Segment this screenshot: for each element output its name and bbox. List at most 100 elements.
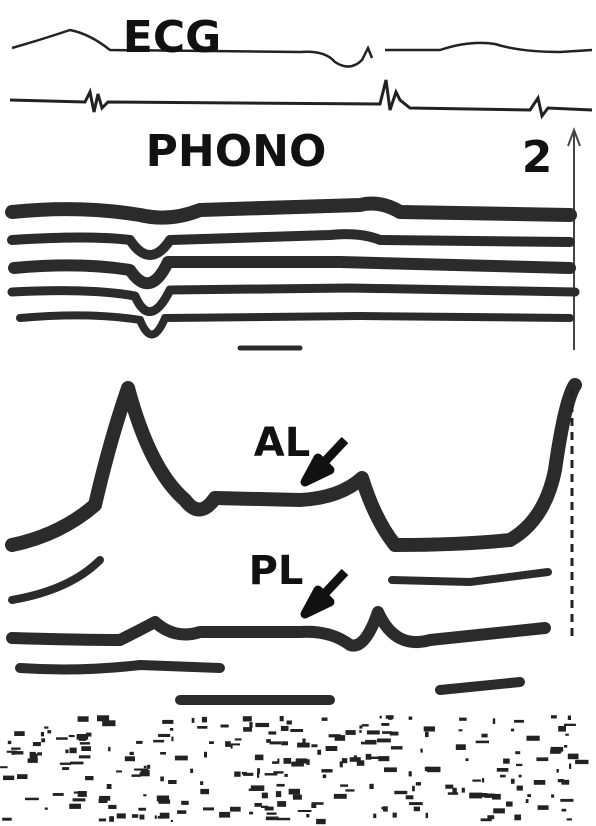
speckle	[70, 748, 77, 754]
speckle	[177, 810, 186, 814]
speckle	[200, 789, 209, 794]
speckle	[65, 750, 68, 754]
speckle	[482, 734, 488, 738]
al-label: AL	[254, 420, 310, 466]
speckle	[515, 751, 520, 754]
speckle	[41, 732, 44, 736]
speckle	[2, 818, 12, 821]
speckle	[551, 715, 557, 718]
speckle	[37, 752, 42, 755]
speckle	[249, 722, 252, 728]
speckle	[125, 756, 135, 761]
speckle	[445, 785, 453, 789]
speckle	[181, 801, 189, 805]
speckle	[116, 770, 122, 772]
speckle	[132, 774, 141, 777]
speckle	[359, 730, 361, 733]
speckle	[3, 776, 14, 781]
speckle	[80, 742, 90, 745]
speckle	[459, 718, 467, 721]
speckle	[117, 813, 126, 818]
speckle	[78, 791, 87, 797]
speckle	[517, 786, 523, 791]
speckle	[53, 793, 64, 796]
speckle	[287, 721, 292, 725]
speckle	[565, 734, 569, 736]
speckle	[140, 772, 150, 776]
speckle	[416, 782, 421, 785]
speckle	[171, 820, 173, 822]
speckle	[514, 815, 521, 821]
speckle	[277, 818, 290, 821]
speckle	[289, 789, 300, 795]
speckle	[200, 781, 203, 785]
speckle	[255, 723, 269, 727]
speckle	[511, 729, 514, 732]
speckle	[322, 718, 328, 721]
speckle	[550, 750, 560, 754]
speckle	[73, 798, 86, 801]
speckle	[493, 718, 495, 724]
speckle	[276, 791, 281, 797]
speckle	[406, 795, 414, 799]
speckle	[426, 813, 428, 818]
speckle	[511, 779, 515, 784]
speckle	[568, 716, 571, 721]
speckle	[516, 764, 522, 766]
speckle	[564, 745, 567, 748]
speckle	[234, 772, 240, 777]
speckle	[340, 784, 348, 786]
speckle	[384, 767, 397, 772]
speckle	[140, 815, 145, 820]
speckle	[197, 726, 207, 729]
speckle	[225, 741, 231, 747]
speckle	[11, 751, 15, 755]
speckle	[551, 794, 554, 797]
speckle	[69, 804, 81, 809]
marker-label: 2	[522, 132, 553, 183]
speckle	[79, 755, 91, 758]
speckle	[162, 720, 173, 724]
speckle	[230, 807, 241, 812]
speckle	[62, 767, 69, 770]
speckle	[147, 765, 150, 769]
speckle	[8, 741, 12, 744]
speckle	[231, 743, 240, 745]
speckle	[306, 814, 309, 817]
speckle	[190, 769, 193, 773]
speckle	[77, 734, 89, 740]
speckle	[0, 766, 8, 768]
speckle	[192, 718, 195, 723]
speckle	[293, 795, 302, 800]
speckle	[482, 778, 484, 782]
speckle	[109, 816, 114, 822]
speckle	[130, 752, 134, 755]
speckle	[484, 794, 494, 798]
speckle	[60, 763, 71, 765]
speckle	[158, 816, 165, 819]
speckle	[357, 760, 365, 766]
speckle	[564, 724, 576, 726]
speckle	[261, 806, 268, 808]
speckle	[575, 760, 588, 764]
speckle	[381, 807, 386, 810]
speckle	[311, 744, 317, 747]
speckle	[153, 740, 164, 743]
speckle	[412, 786, 415, 792]
speckle	[242, 772, 247, 775]
speckle	[359, 725, 362, 728]
speckle	[30, 752, 36, 758]
speckle	[469, 793, 482, 799]
speckle	[354, 755, 357, 758]
speckle	[108, 805, 116, 809]
m-mode-echocardiogram: ECG PHONO 2 AL PL	[0, 0, 596, 826]
speckle	[534, 780, 546, 785]
speckle	[493, 808, 505, 813]
speckle	[136, 741, 143, 744]
speckle	[143, 794, 146, 796]
speckle	[175, 756, 188, 761]
speckle	[41, 738, 45, 742]
pl-label: PL	[249, 548, 304, 594]
speckle	[255, 803, 262, 807]
speckle	[297, 743, 310, 748]
